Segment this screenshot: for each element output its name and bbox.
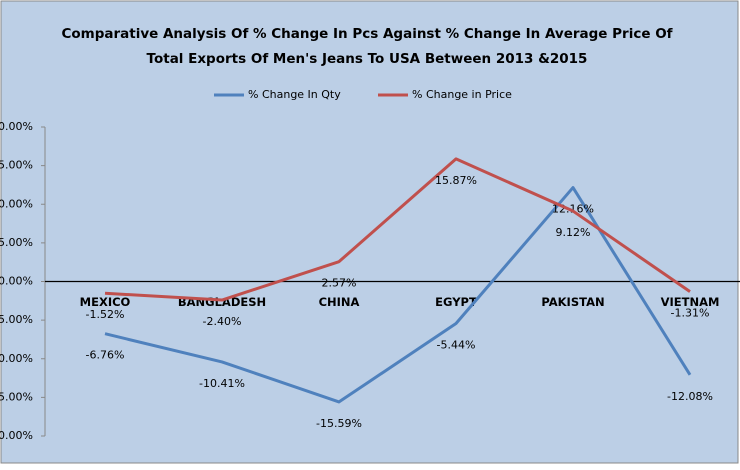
- data-label: 15.87%: [435, 174, 477, 187]
- data-label: -1.31%: [671, 307, 710, 320]
- series-line: [104, 157, 691, 302]
- y-tick-label: 5.00%: [0, 236, 33, 249]
- y-tick-label: -10.00%: [0, 352, 33, 365]
- series-line: [104, 186, 692, 404]
- x-tick-label: EGYPT: [435, 295, 477, 309]
- y-tick-label: 20.00%: [0, 120, 33, 133]
- y-tick-label: -15.00%: [0, 390, 33, 403]
- chart-title: Total Exports Of Men's Jeans To USA Betw…: [147, 51, 588, 67]
- x-tick-label: PAKISTAN: [541, 295, 604, 309]
- y-tick-label: 0.00%: [0, 275, 33, 288]
- data-label: 9.12%: [556, 226, 591, 239]
- legend-label: % Change In Qty: [248, 88, 341, 101]
- y-tick-label: -20.00%: [0, 429, 33, 442]
- data-label: -2.40%: [203, 315, 242, 328]
- data-label: -15.59%: [316, 417, 362, 430]
- x-tick-label: VIETNAM: [661, 295, 720, 309]
- y-tick-label: -5.00%: [0, 313, 33, 326]
- data-label: -12.08%: [667, 390, 713, 403]
- x-tick-label: CHINA: [319, 295, 360, 309]
- data-label: -5.44%: [437, 339, 476, 352]
- data-label: -10.41%: [199, 377, 245, 390]
- chart-title: Comparative Analysis Of % Change In Pcs …: [61, 26, 672, 42]
- data-label: 2.57%: [322, 277, 357, 290]
- x-tick-label: MEXICO: [80, 295, 131, 309]
- legend-label: % Change in Price: [412, 88, 512, 101]
- data-label: -6.76%: [86, 349, 125, 362]
- y-tick-label: 10.00%: [0, 197, 33, 210]
- y-tick-label: 15.00%: [0, 159, 33, 172]
- data-label: -1.52%: [86, 308, 125, 321]
